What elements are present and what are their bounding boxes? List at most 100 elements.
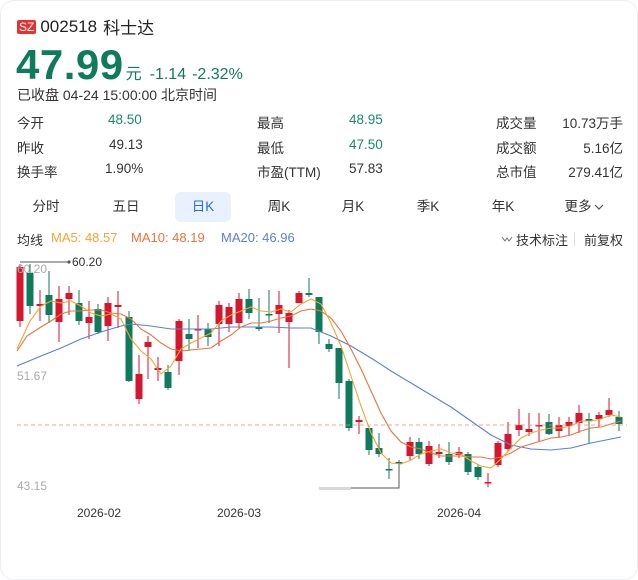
min-annotation-blur xyxy=(319,487,351,490)
exchange-badge: SZ xyxy=(17,19,37,34)
candle xyxy=(315,297,323,332)
candle xyxy=(385,469,393,471)
ma5-line xyxy=(16,298,622,469)
candle xyxy=(464,454,472,472)
candle xyxy=(325,344,333,349)
y-tick-mid: 51.67 xyxy=(17,369,47,383)
x-tick-apr: 2026-04 xyxy=(437,506,481,520)
candle xyxy=(305,293,313,295)
price-change: -1.14 xyxy=(149,66,187,83)
candle xyxy=(75,303,83,321)
tech-annotation-toggle[interactable]: 技术标注 xyxy=(501,230,568,248)
candle xyxy=(605,410,613,415)
tab-quarterly-k[interactable]: 季K xyxy=(416,199,440,214)
tab-daily-k[interactable]: 日K xyxy=(175,192,231,222)
stock-title: SZ 002518 科士达 xyxy=(17,14,154,39)
candle xyxy=(295,293,303,303)
candle xyxy=(445,454,453,462)
candle xyxy=(565,422,573,426)
ma20-line xyxy=(16,323,622,451)
adjust-button[interactable]: 前复权 xyxy=(584,233,624,248)
candle xyxy=(55,299,63,322)
candle xyxy=(355,420,363,422)
candle xyxy=(595,415,603,419)
candle xyxy=(245,299,253,313)
current-price: 47.99 xyxy=(16,41,124,88)
candle xyxy=(504,434,512,449)
candle xyxy=(85,317,93,323)
x-tick-mar: 2026-03 xyxy=(217,506,261,520)
tab-more[interactable]: 更多 xyxy=(559,192,609,222)
candle xyxy=(45,295,53,315)
candle xyxy=(16,267,24,321)
kline-chart[interactable]: 60.20 51.67 43.15 60.20 2026-02 2026-03 … xyxy=(1,251,638,531)
candle xyxy=(494,443,502,465)
y-tick-min: 43.15 xyxy=(17,479,47,493)
chevron-down-icon xyxy=(594,204,603,210)
candle xyxy=(175,321,183,361)
tab-weekly-k[interactable]: 周K xyxy=(267,199,291,214)
candle xyxy=(164,372,172,388)
candle xyxy=(585,419,593,421)
divider xyxy=(574,232,575,246)
candle xyxy=(365,428,373,450)
max-marker-dot xyxy=(67,260,71,264)
ma10-value: MA10: 48.19 xyxy=(131,230,205,245)
tab-intraday[interactable]: 分时 xyxy=(32,199,60,214)
candle xyxy=(484,482,492,484)
candle xyxy=(204,329,212,337)
wave-icon xyxy=(501,236,513,242)
candle xyxy=(36,304,44,306)
candle xyxy=(435,452,443,454)
x-tick-feb: 2026-02 xyxy=(77,506,121,520)
candle xyxy=(285,313,293,322)
ma20-value: MA20: 46.96 xyxy=(221,230,295,245)
candle xyxy=(575,413,583,423)
candle xyxy=(395,462,403,464)
more-label: 更多 xyxy=(564,199,592,214)
price-unit: 元 xyxy=(125,66,142,83)
candle xyxy=(415,442,423,454)
candle xyxy=(235,299,243,323)
market-status: 已收盘 04-24 15:00:00 北京时间 xyxy=(17,87,217,103)
candles xyxy=(16,264,623,488)
candle xyxy=(94,309,102,332)
candle xyxy=(135,374,143,399)
candle xyxy=(185,334,193,339)
min-marker-line xyxy=(351,465,400,489)
candle xyxy=(144,342,152,347)
candle xyxy=(225,307,233,324)
candle xyxy=(125,317,133,381)
tab-monthly-k[interactable]: 月K xyxy=(341,199,365,214)
ma5-value: MA5: 48.57 xyxy=(51,230,118,245)
ma10-line xyxy=(16,308,622,460)
tab-five-day[interactable]: 五日 xyxy=(112,199,140,214)
candle xyxy=(194,329,202,331)
stock-name: 科士达 xyxy=(103,19,155,38)
max-annotation: 60.20 xyxy=(72,255,102,269)
candle xyxy=(335,348,343,383)
candle xyxy=(515,425,523,430)
price-change-pct: -2.32% xyxy=(192,66,243,83)
price-row: 47.99 元 -1.14 -2.32% xyxy=(16,41,243,89)
candle xyxy=(265,314,273,316)
candle xyxy=(615,417,623,424)
tab-yearly-k[interactable]: 年K xyxy=(491,199,515,214)
candle xyxy=(525,429,533,432)
ma-legend: 均线 MA5: 48.57 MA10: 48.19 MA20: 46.96 技术… xyxy=(17,230,627,248)
candle xyxy=(375,448,383,454)
candle xyxy=(535,425,543,427)
candle xyxy=(474,467,482,477)
candle xyxy=(406,442,414,456)
stock-code: 002518 xyxy=(40,16,98,36)
candle xyxy=(114,305,122,307)
candle xyxy=(255,327,263,329)
ma-label: 均线 xyxy=(17,233,44,248)
candle xyxy=(425,446,433,464)
candle xyxy=(26,273,34,306)
candle xyxy=(215,305,223,324)
period-tabs: 分时 五日 日K 周K 月K 季K 年K 更多 xyxy=(1,192,638,222)
candle xyxy=(65,293,73,299)
candle xyxy=(345,381,353,428)
